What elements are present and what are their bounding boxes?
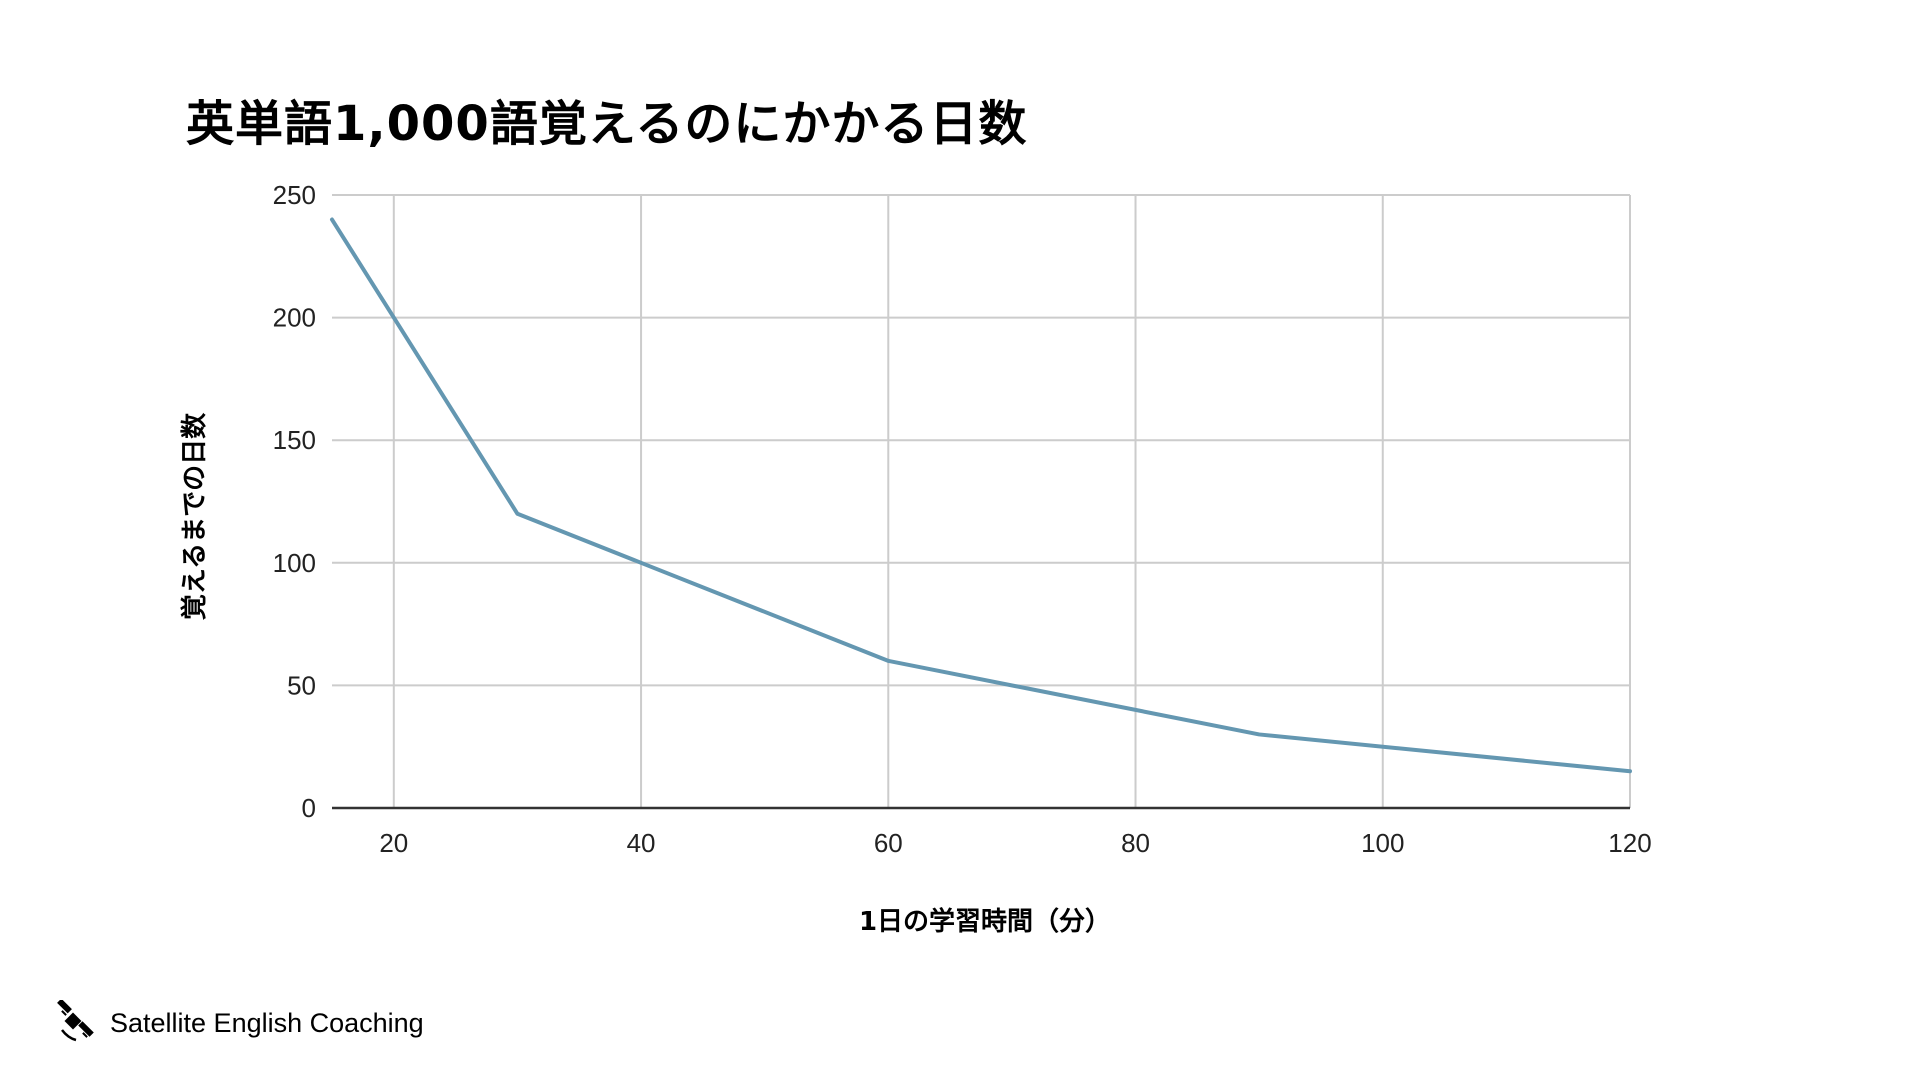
y-tick-label: 50	[287, 670, 316, 700]
tick-labels: 0 50 100 150 200 250 20 40 60 80 100 120	[273, 180, 1652, 858]
x-tick-label: 120	[1608, 828, 1651, 858]
x-tick-label: 40	[627, 828, 656, 858]
y-tick-label: 0	[302, 793, 316, 823]
brand-footer: Satellite English Coaching	[54, 1000, 424, 1046]
series-line	[330, 217, 1632, 774]
grid-lines	[332, 194, 1631, 808]
y-tick-label: 150	[273, 425, 316, 455]
x-axis-title: 1日の学習時間（分）	[859, 906, 1111, 937]
y-tick-label: 100	[273, 548, 316, 578]
x-tick-label: 100	[1361, 828, 1404, 858]
chart-title: 英単語1,000語覚えるのにかかる日数	[186, 96, 1028, 152]
series-lines	[330, 217, 1632, 774]
satellite-icon	[57, 1000, 94, 1042]
y-tick-label: 200	[273, 303, 316, 333]
y-axis-title: 覚えるまでの日数	[180, 412, 210, 620]
x-tick-label: 60	[874, 828, 903, 858]
x-tick-label: 20	[379, 828, 408, 858]
y-tick-label: 250	[273, 180, 316, 210]
x-tick-label: 80	[1121, 828, 1150, 858]
brand-name: Satellite English Coaching	[110, 1007, 424, 1038]
